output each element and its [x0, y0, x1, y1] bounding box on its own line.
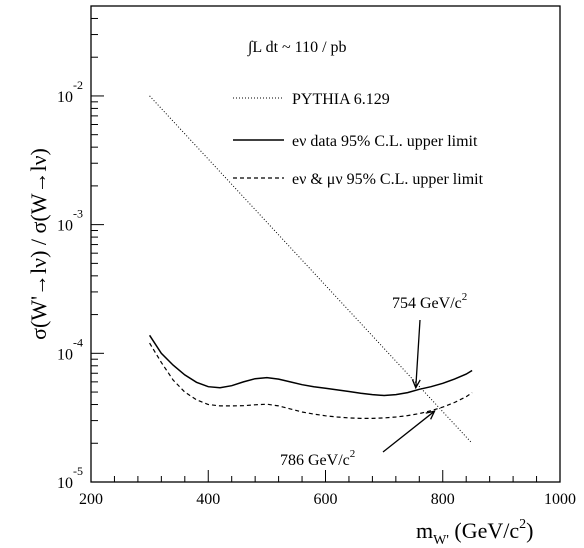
- series-group: [148, 95, 473, 444]
- y-tick-label: 10-4: [57, 335, 83, 363]
- x-tick-label: 600: [314, 491, 338, 508]
- annotation-754-arrowhead: [411, 379, 421, 390]
- annotation-786-label: 786 GeV/c2: [280, 448, 355, 469]
- series-line-dashed: [149, 342, 473, 419]
- legend-label-pythia: PYTHIA 6.129: [292, 91, 390, 108]
- y-tick-label: 10-3: [57, 207, 83, 235]
- axis-ticks: 200 400 600 800 1000 10-5 10-4 10-3 10-2: [57, 5, 576, 508]
- x-tick-label: 1000: [544, 491, 576, 508]
- annotation-786: 786 GeV/c2: [280, 410, 436, 469]
- y-axis-label: σ(W'→lν) / σ(W→lν): [26, 148, 51, 340]
- legend: PYTHIA 6.129 eν data 95% C.L. upper limi…: [233, 91, 484, 188]
- annotation-786-arrow: [382, 410, 435, 453]
- legend-label-enu-munu: eν & μν 95% C.L. upper limit: [292, 171, 484, 188]
- series-line-dotted: [149, 95, 473, 444]
- x-tick-label: 800: [431, 491, 455, 508]
- series-line-solid: [148, 334, 473, 397]
- x-axis-label: mW' (GeV/c2): [416, 517, 533, 548]
- legend-label-enu: eν data 95% C.L. upper limit: [292, 133, 478, 150]
- annotation-754: 754 GeV/c2: [392, 291, 467, 390]
- y-tick-label: 10-2: [57, 78, 83, 106]
- annotation-754-label: 754 GeV/c2: [392, 291, 467, 312]
- y-tick-label: 10-5: [57, 464, 83, 492]
- x-tick-label: 200: [79, 491, 103, 508]
- annotation-786-arrowhead: [425, 410, 436, 420]
- plot-frame: [90, 5, 561, 483]
- annotation-754-arrow: [415, 319, 421, 388]
- x-tick-label: 400: [196, 491, 220, 508]
- luminosity-label: ∫L dt ~ 110 / pb: [247, 39, 347, 57]
